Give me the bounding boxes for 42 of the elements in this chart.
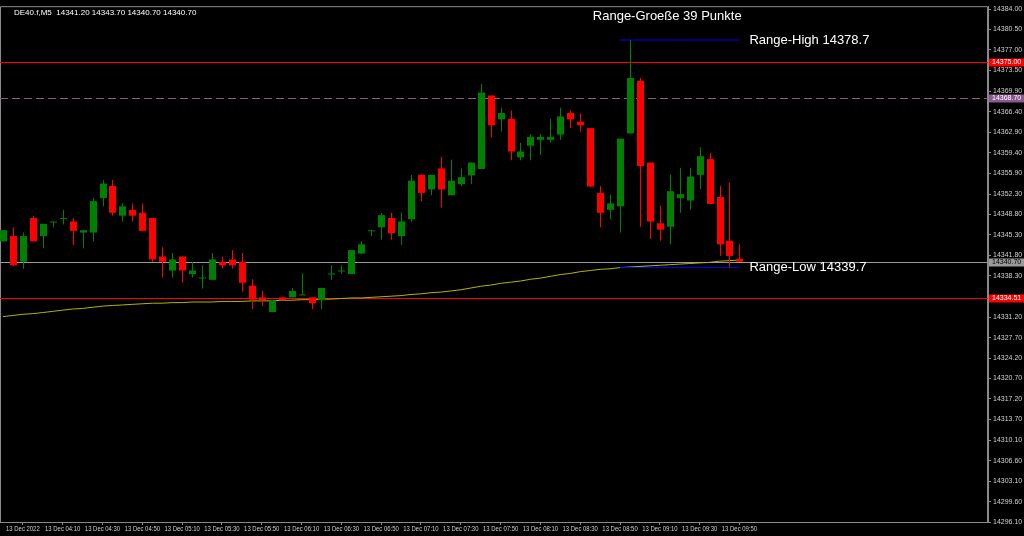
candlestick xyxy=(119,202,126,223)
candlestick xyxy=(199,264,206,290)
series-label: Range-High 14378.7 xyxy=(749,31,870,47)
chart-title: DE40.f,M5 14341.20 14343.70 14340.70 14340.70 xyxy=(14,8,197,18)
candlestick xyxy=(388,212,395,241)
candlestick xyxy=(318,287,325,310)
candlestick xyxy=(527,133,534,161)
candlestick xyxy=(100,179,107,207)
candlestick xyxy=(169,252,176,279)
candlestick xyxy=(129,202,136,223)
candlestick xyxy=(179,256,186,284)
candlestick xyxy=(328,264,335,281)
annotation: Range-Groeße 39 Punkte xyxy=(592,8,742,24)
candlestick xyxy=(70,217,77,246)
candlestick xyxy=(537,133,544,156)
candlestick xyxy=(458,167,465,187)
candlestick xyxy=(448,159,455,196)
candlestick xyxy=(40,223,47,249)
candlestick xyxy=(567,109,574,129)
candlestick xyxy=(229,249,236,270)
candlestick xyxy=(80,229,87,249)
candlestick xyxy=(697,146,704,190)
candlestick xyxy=(547,118,554,144)
candlestick xyxy=(677,167,684,214)
candlestick xyxy=(438,156,445,208)
candlestick xyxy=(726,181,733,269)
candlestick xyxy=(209,252,216,281)
candlestick xyxy=(398,212,405,246)
candlestick xyxy=(378,212,385,241)
candlestick xyxy=(657,205,664,242)
candlestick xyxy=(418,174,425,202)
candlestick xyxy=(239,252,246,293)
candlestick xyxy=(30,215,37,242)
candlestick xyxy=(159,246,166,279)
series-label: Range-Low 14339.7 xyxy=(749,259,867,275)
candlestick xyxy=(299,272,306,296)
candlestick xyxy=(557,107,564,141)
candlestick xyxy=(498,107,505,133)
candlestick xyxy=(607,194,614,220)
candlestick xyxy=(597,185,604,228)
candlestick xyxy=(687,167,694,211)
candlestick xyxy=(139,202,146,232)
